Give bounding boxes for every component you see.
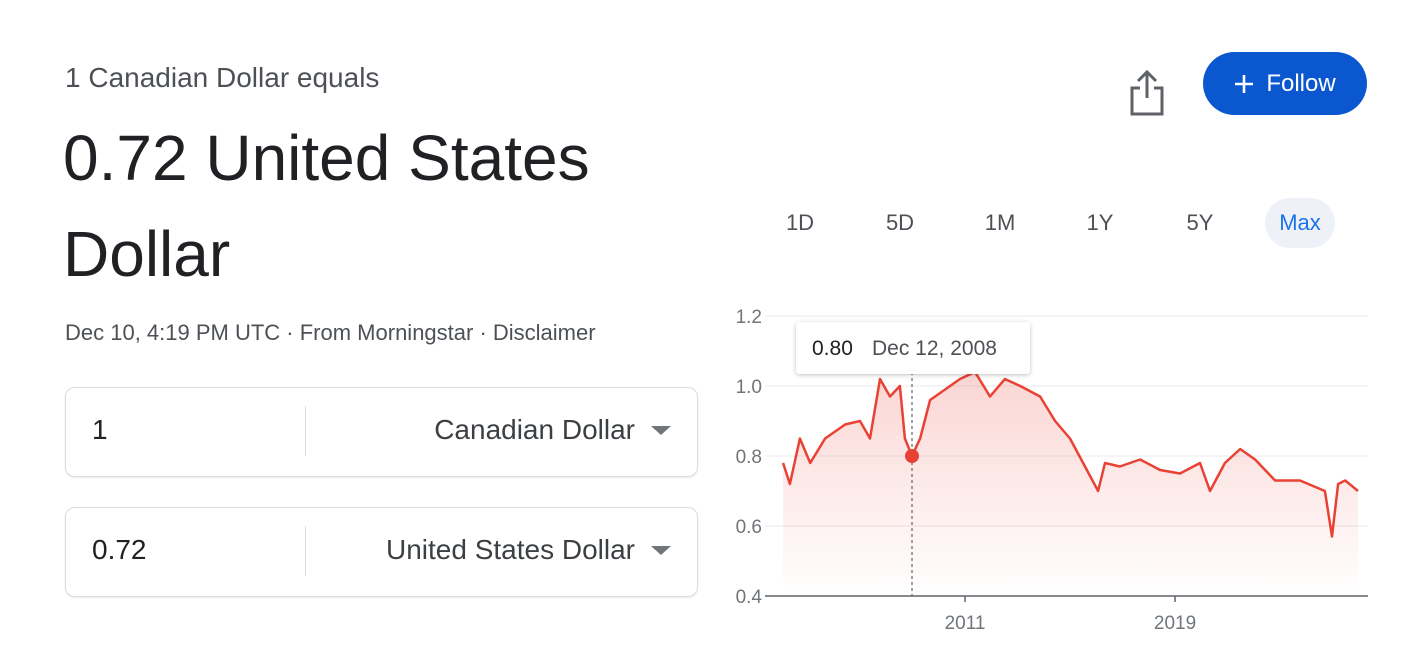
follow-label: Follow: [1266, 69, 1336, 97]
amount-input[interactable]: 1: [92, 414, 108, 445]
range-tab[interactable]: 5Y: [1186, 210, 1214, 235]
tooltip-date: Dec 12, 2008: [872, 337, 997, 360]
area: [783, 372, 1358, 596]
range-tab[interactable]: Max: [1265, 198, 1335, 248]
range-tab[interactable]: 1D: [785, 210, 815, 235]
tooltip-value: 0.80: [812, 337, 853, 360]
follow-button[interactable]: Follow: [1203, 52, 1367, 115]
y-tick-label: 1.2: [736, 307, 762, 328]
converter-row: 0.72 United States Dollar: [65, 507, 698, 597]
share-button[interactable]: [1124, 66, 1170, 118]
x-tick-label: 2019: [1154, 613, 1196, 634]
dropdown-arrow[interactable]: [651, 426, 671, 435]
currency-select[interactable]: Canadian Dollar: [434, 414, 635, 445]
currency-select[interactable]: United States Dollar: [385, 534, 635, 565]
divider: [305, 406, 306, 456]
range-tab[interactable]: 5D: [885, 210, 915, 235]
headline: 0.72 United States Dollar: [63, 122, 590, 290]
x-tick-label: 2011: [945, 613, 986, 634]
range-tab[interactable]: 1Y: [1086, 210, 1114, 235]
converter-row: 1 Canadian Dollar: [65, 387, 698, 477]
amount-input[interactable]: 0.72: [92, 534, 147, 565]
y-tick-label: 1.0: [736, 377, 762, 398]
hover-point: [905, 449, 920, 463]
plus-icon: [1235, 74, 1254, 93]
subtitle: 1 Canadian Dollar equals: [65, 62, 380, 93]
y-tick-label: 0.4: [736, 587, 763, 608]
range-tab[interactable]: 1M: [984, 210, 1016, 235]
tooltip: 0.80 Dec 12, 2008: [796, 322, 1030, 374]
dropdown-arrow[interactable]: [651, 546, 671, 555]
y-tick-label: 0.6: [736, 517, 762, 538]
source-meta: Dec 10, 4:19 PM UTC · From Morningstar ·…: [65, 320, 596, 345]
divider: [305, 526, 306, 576]
line: [781, 370, 1359, 538]
tooltip-box: [796, 322, 1030, 374]
y-tick-label: 0.8: [736, 447, 762, 468]
range-tabs: 1D 5D 1M 1Y 5Y Max: [765, 198, 1335, 250]
